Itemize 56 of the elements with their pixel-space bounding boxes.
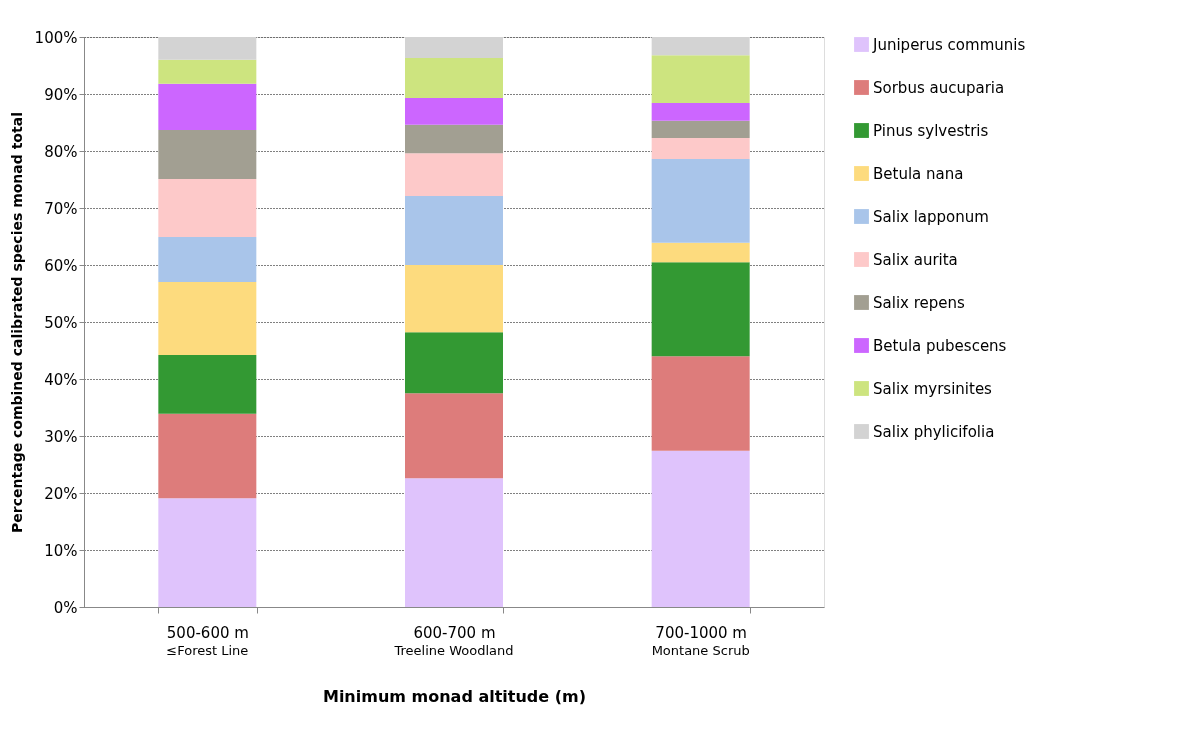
bar: [405, 97, 503, 125]
y-axis-title: Percentage combined calibrated species monad total: [8, 112, 25, 533]
y-tick-label: 10%: [44, 541, 78, 560]
y-tick-label: 0%: [53, 598, 78, 617]
legend-label: Salix repens: [873, 293, 966, 312]
bar: [651, 356, 750, 451]
legend-label: Salix lapponum: [873, 207, 989, 226]
legend-label: Betula pubescens: [873, 336, 1007, 355]
bar: [405, 393, 503, 479]
bar: [158, 498, 257, 607]
bar: [405, 478, 503, 607]
x-tick-label: 600-700 m: [413, 623, 496, 642]
legend-label: Juniperus communis: [872, 35, 1026, 54]
bar: [651, 242, 750, 263]
legend-label: Salix aurita: [873, 250, 958, 269]
bar: [405, 124, 503, 154]
bar: [158, 129, 257, 179]
bar: [405, 332, 503, 394]
bar: [158, 178, 257, 238]
bar: [158, 59, 257, 84]
bar: [158, 83, 257, 130]
bar: [651, 55, 750, 104]
bar: [158, 282, 257, 356]
y-tick-label: 100%: [34, 28, 78, 47]
x-axis-title: Minimum monad altitude (m): [322, 686, 587, 706]
legend-label: Sorbus aucuparia: [873, 78, 1005, 97]
y-tick-label: 90%: [44, 85, 78, 104]
bar: [651, 262, 750, 357]
text: Montane Scrub: [651, 643, 750, 658]
x-tick-label: 500-600 m: [166, 623, 249, 642]
bar: [651, 137, 750, 159]
y-tick-label: 50%: [44, 313, 78, 332]
bar: [651, 158, 750, 243]
y-tick-label: 30%: [44, 427, 78, 446]
x-tick-label: 700-1000 m: [655, 623, 747, 642]
bar: [405, 58, 503, 98]
y-tick-label: 20%: [44, 484, 78, 503]
bar: [405, 153, 503, 197]
bar: [158, 413, 257, 499]
y-tick-label: 60%: [44, 256, 78, 275]
bar: [651, 103, 750, 121]
legend-label: Betula nana: [873, 164, 964, 183]
y-tick-label: 70%: [44, 199, 78, 218]
bar: [405, 265, 503, 333]
bar: [158, 355, 257, 414]
text: Treeline Woodland: [393, 643, 514, 658]
y-tick-label: 40%: [44, 370, 78, 389]
bar: [405, 196, 503, 265]
bar: [651, 450, 750, 607]
legend-label: Pinus sylvestris: [873, 121, 989, 140]
bar: [651, 120, 750, 138]
legend-label: Salix myrsinites: [873, 379, 993, 398]
legend-label: Salix phylicifolia: [873, 422, 995, 441]
text: ≤Forest Line: [166, 643, 249, 658]
bar: [158, 237, 257, 283]
y-tick-label: 80%: [44, 142, 78, 161]
